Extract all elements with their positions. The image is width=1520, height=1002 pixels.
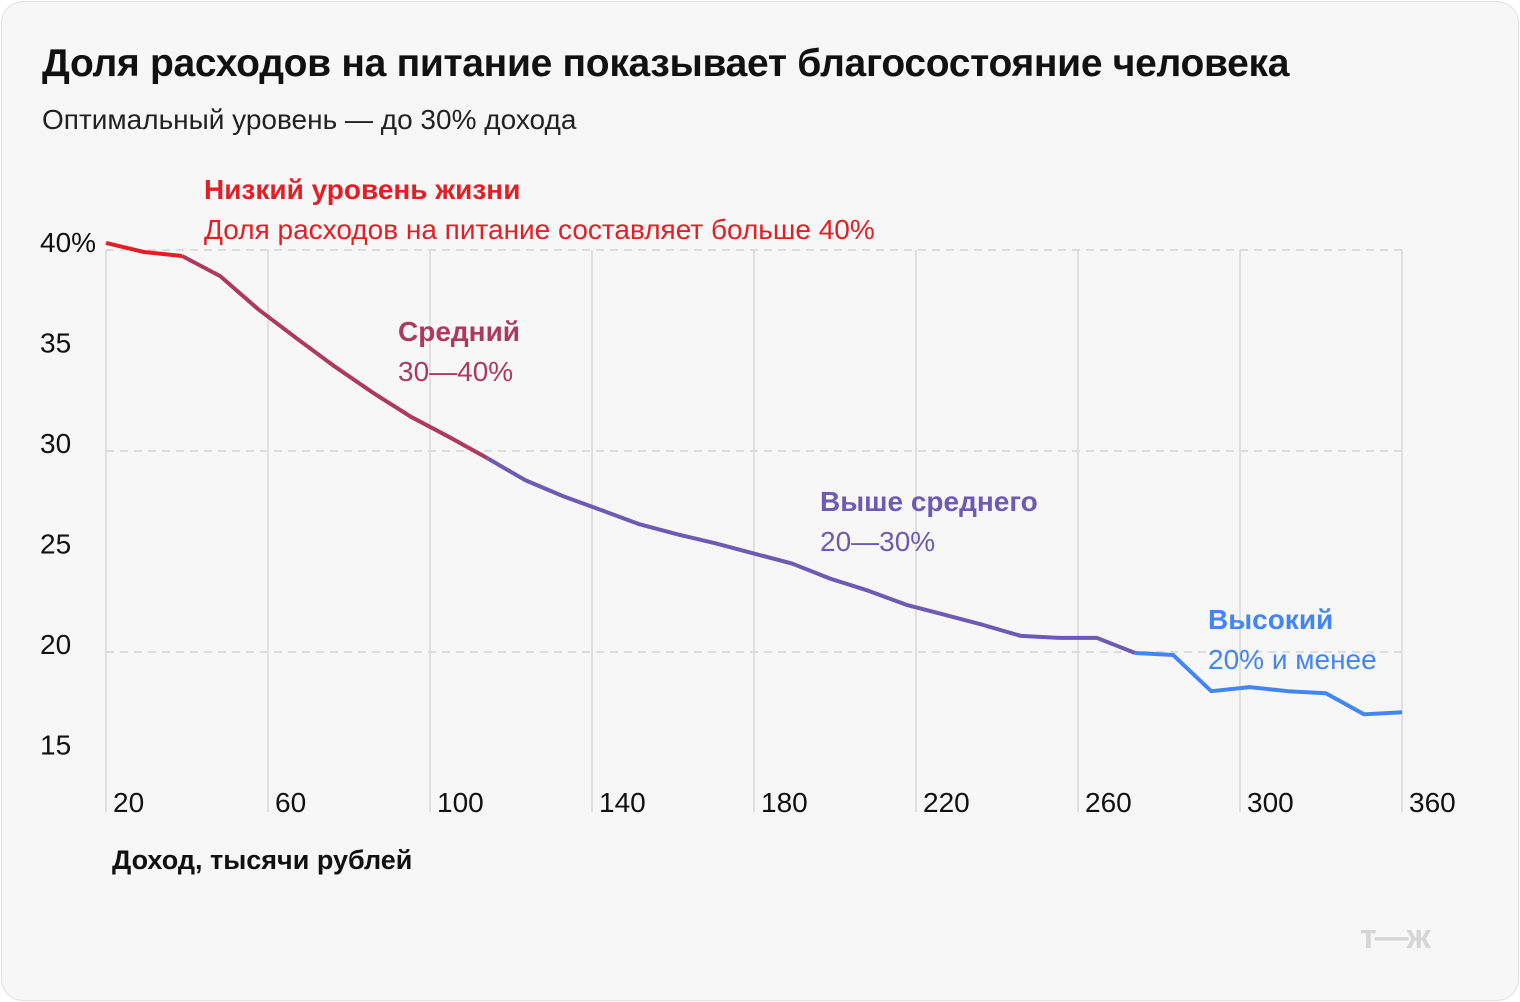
x-tick-label: 20 <box>113 787 144 818</box>
line-segment <box>105 241 183 259</box>
y-tick-label: 40% <box>40 227 96 258</box>
line-segment <box>486 456 1136 655</box>
y-tick-label: 15 <box>40 730 71 761</box>
y-tick-label: 35 <box>40 328 71 359</box>
line-segment <box>181 254 489 460</box>
y-tick-label: 20 <box>40 629 71 660</box>
annotation-medium-title: Средний <box>398 316 521 347</box>
annotation-low-title: Низкий уровень жизни <box>204 174 521 205</box>
x-tick-label: 180 <box>761 787 808 818</box>
annotation-above-average: Выше среднего 20—30% <box>820 482 1038 562</box>
x-tick-label: 300 <box>1247 787 1294 818</box>
annotation-low: Низкий уровень жизни Доля расходов на пи… <box>204 170 875 250</box>
line-segment <box>1134 651 1403 717</box>
x-axis-label: Доход, тысячи рублей <box>112 845 413 875</box>
annotation-above-average-text: 20—30% <box>820 526 936 557</box>
annotation-medium: Средний 30—40% <box>398 312 520 392</box>
x-tick-label: 60 <box>275 787 306 818</box>
annotation-high-title: Высокий <box>1208 604 1334 635</box>
annotation-low-text: Доля расходов на питание составляет боль… <box>204 214 875 245</box>
chart-subtitle: Оптимальный уровень — до 30% дохода <box>42 104 577 135</box>
x-tick-label: 360 <box>1409 787 1456 818</box>
x-tick-label: 260 <box>1085 787 1132 818</box>
x-tick-label: 140 <box>599 787 646 818</box>
y-tick-label: 25 <box>40 529 71 560</box>
x-tick-label: 100 <box>437 787 484 818</box>
y-tick-label: 30 <box>40 428 71 459</box>
annotation-high: Высокий 20% и менее <box>1208 600 1377 680</box>
chart-title: Доля расходов на питание показывает благ… <box>42 42 1290 85</box>
tj-logo: т—ж <box>1360 918 1431 956</box>
x-tick-label: 220 <box>923 787 970 818</box>
annotation-high-text: 20% и менее <box>1208 644 1377 675</box>
annotation-above-average-title: Выше среднего <box>820 486 1038 517</box>
annotation-medium-text: 30—40% <box>398 356 514 387</box>
